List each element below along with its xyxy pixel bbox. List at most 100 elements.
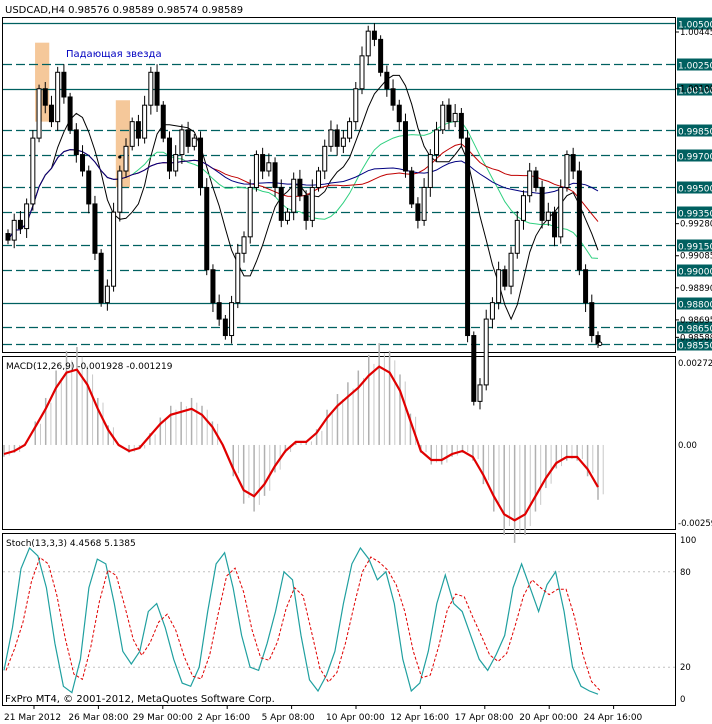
candle-body [11,219,17,241]
time-label: 26 Mar 08:00 [68,713,128,723]
candle-body [552,211,558,238]
candle-body [334,129,340,147]
price-panel-frame [2,17,676,353]
candle-body [316,170,322,188]
macd-indicator [3,343,604,543]
axis-labels: 1.00445 1.00100 0.99280 0.99085 0.98890 0.986… [4,28,712,723]
candle-body [390,88,396,106]
candle-body [502,269,508,287]
level-price-box [677,338,712,351]
candle-body [508,252,514,287]
candle-body [61,71,67,98]
candle-body [24,203,30,230]
price-tick-label: 0.98589 [680,333,712,343]
price-tick-label: 0.99280 [680,220,712,230]
candle-body [396,104,402,123]
candle-body [570,154,576,172]
level-price-label: 0.98650 [678,325,712,335]
candle-body [421,186,427,221]
fractal-marker [118,155,122,159]
candle-body [520,195,526,221]
level-price-box [677,206,712,219]
stoch-main-line [3,546,599,695]
candle-body [36,88,42,139]
candle-body [527,170,533,197]
candle-body [185,129,191,147]
last-price-marker [597,341,603,347]
level-price-label: 0.99350 [678,210,712,220]
level-price-label: 1.00250 [678,62,712,72]
candle-body [297,178,303,197]
level-price-label: 0.99500 [678,185,712,195]
candle-body [340,137,346,147]
time-label: 5 Apr 08:00 [262,713,315,723]
candle-body [92,203,98,254]
candle-body [222,318,228,337]
candle-body [427,154,433,188]
candle-body [235,252,241,304]
macd-tick-label: 0.00 [678,441,697,451]
candle-body [483,318,489,386]
candle-body [533,170,539,188]
symbol-header: USDCAD,H4 0.98576 0.98589 0.98574 0.9858… [5,5,243,16]
candle-body [452,112,458,123]
candle-body [353,88,359,123]
level-price-box [677,58,712,71]
candle-body [173,154,179,172]
time-label: 21 Mar 2012 [4,713,61,723]
candle-body [48,104,54,123]
candle-body [241,236,247,254]
candle-body [142,104,148,139]
level-price-label: 0.99700 [678,153,712,163]
stoch-tick-label: 20 [680,663,691,673]
level-price-label: 1.00100 [678,87,712,97]
stoch-tick-label: 80 [680,568,691,578]
level-price-label: 0.99150 [678,243,712,253]
time-label: 10 Apr 00:00 [326,713,385,723]
time-label: 20 Apr 00:00 [519,713,578,723]
candle-body [117,170,123,213]
price-tick-label: 0.98695 [680,316,712,326]
candle-body [42,88,48,106]
macd-label: MACD(12,26,9) -0.001928 -0.001219 [6,362,173,372]
stoch-label: Stoch(13,3,3) 4.4568 5.1385 [6,539,136,549]
level-price-box [677,83,712,96]
candle-body [409,170,415,205]
candle-body [129,121,135,147]
candle-body [365,30,371,57]
candle-body [17,219,23,230]
candle-body [80,154,86,172]
candle-body [347,121,353,139]
candle-body [160,104,166,139]
candle-body [166,137,172,172]
price-tick-label: 1.00445 [680,28,712,38]
candle-body [514,219,520,254]
level-price-label: 0.98550 [678,342,712,352]
candle-body [216,302,222,320]
candle-body [123,145,129,172]
candle-body [67,96,73,131]
time-label: 24 Apr 16:00 [584,713,643,723]
candle-body [415,203,421,221]
candle-body [55,71,61,123]
candle-body [440,104,446,131]
macd-panel-frame [2,356,676,530]
level-price-box [677,17,712,30]
price-tick-label: 0.99085 [680,252,712,262]
candle-body [402,121,408,172]
candle-body [496,269,502,304]
candle-body [135,121,141,139]
candle-body [489,302,495,320]
level-price-label: 1.00500 [678,21,712,31]
candle-body [576,170,582,271]
candle-body [328,129,334,147]
candle-body [371,30,377,40]
candle-body [229,302,235,337]
candle-body [309,186,315,221]
stoch-signal-line [5,556,601,691]
candle-body [104,285,110,304]
level-price-box [677,321,712,334]
candle-body [322,145,328,172]
level-price-label: 0.98800 [678,301,712,311]
candle-body [558,186,564,238]
